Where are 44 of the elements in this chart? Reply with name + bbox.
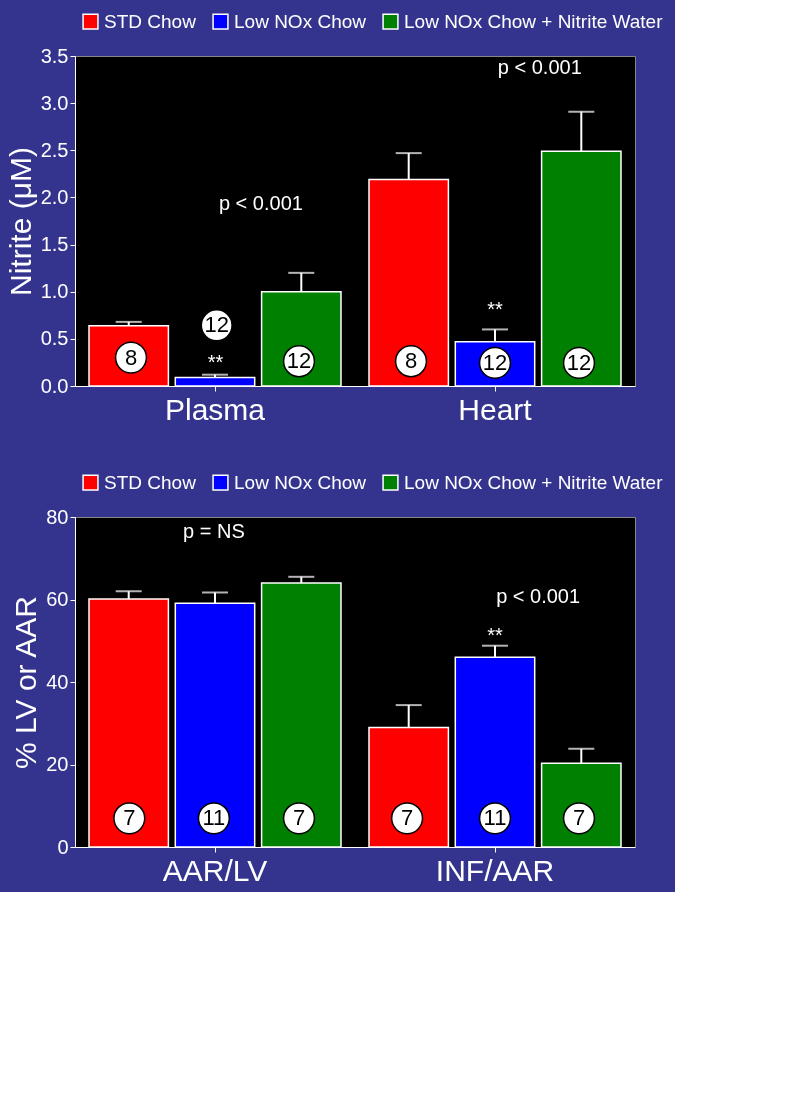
y-tick-label: 0.5 <box>40 327 69 350</box>
y-tick-label: 0 <box>57 835 69 858</box>
y-tick-label: 60 <box>46 588 69 610</box>
legend-label: Low NOx Chow <box>234 471 367 493</box>
annotation: 7 <box>292 805 306 831</box>
annotation: 11 <box>202 805 226 831</box>
y-tick-label: 2.0 <box>40 185 69 208</box>
y-tick-label: 80 <box>46 505 69 528</box>
annotation: 7 <box>400 805 414 831</box>
x-tick-label: INF/AAR <box>435 853 555 887</box>
legend-label: Low NOx Chow + Nitrite Water <box>404 10 664 32</box>
legend-label: Low NOx Chow + Nitrite Water <box>404 471 664 493</box>
annotation: 12 <box>566 349 592 375</box>
annotation: 12 <box>204 312 229 338</box>
y-tick-label: 3.5 <box>40 44 69 67</box>
y-tick-label: 40 <box>46 670 69 693</box>
annotation: ** <box>207 350 224 373</box>
annotation: p < 0.001 <box>218 191 303 214</box>
y-tick-label: 3.0 <box>40 91 69 114</box>
annotation: ** <box>487 298 503 321</box>
annotation: 12 <box>482 349 508 375</box>
x-tick-label: Plasma <box>164 392 266 426</box>
legend-label: STD Chow <box>104 10 197 32</box>
annotation: 8 <box>124 344 138 370</box>
annotation: 8 <box>404 348 418 374</box>
y-tick-label: 20 <box>46 753 69 775</box>
y-tick-label: 0.0 <box>40 374 69 397</box>
annotation: ** <box>487 623 503 646</box>
y-axis-title: % LV or AAR <box>9 596 43 769</box>
annotation: p < 0.001 <box>497 56 582 79</box>
annotation: p = NS <box>183 520 245 543</box>
y-axis-title: Nitrite (μM) <box>3 147 37 296</box>
y-tick-label: 1.5 <box>40 233 69 256</box>
x-tick-label: AAR/LV <box>162 853 268 887</box>
annotation: 7 <box>572 805 586 831</box>
annotation: 12 <box>286 348 312 374</box>
y-tick-label: 1.0 <box>40 280 69 303</box>
annotation: 7 <box>123 805 136 831</box>
legend-label: STD Chow <box>104 471 197 493</box>
y-tick-label: 2.5 <box>40 138 69 161</box>
annotation: p < 0.001 <box>496 585 581 608</box>
x-tick-label: Heart <box>458 392 533 426</box>
legend-label: Low NOx Chow <box>234 10 367 32</box>
annotation: 11 <box>483 805 507 831</box>
